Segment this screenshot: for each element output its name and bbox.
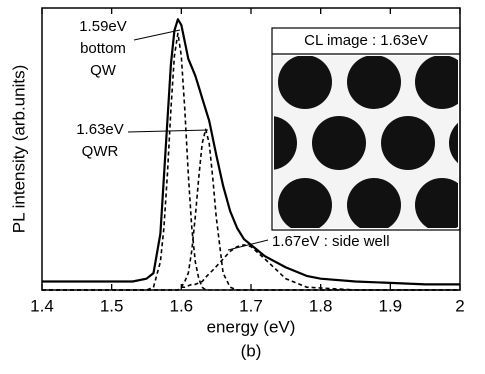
annotation-text: 1.63eV	[76, 121, 124, 138]
annotation-text: bottom	[80, 40, 126, 57]
annotation-text: 1.67eV : side well	[272, 233, 390, 250]
y-axis-label: PL intensity (arb.units)	[9, 65, 28, 234]
x-tick-label: 1.8	[309, 296, 333, 315]
x-tick-label: 1.9	[379, 296, 403, 315]
inset-image	[243, 55, 485, 232]
inset-title: CL image : 1.63eV	[304, 32, 428, 49]
annotation-text: 1.59eV	[79, 18, 127, 35]
x-axis-label: energy (eV)	[207, 317, 296, 336]
annotation-text: QW	[90, 62, 117, 79]
leader-line	[128, 130, 208, 132]
x-tick-label: 1.5	[100, 296, 124, 315]
chart: CL image : 1.63eV energy (eV) (b) PL int…	[0, 0, 485, 374]
x-tick-label: 1.7	[239, 296, 263, 315]
x-tick-label: 1.6	[170, 296, 194, 315]
inset: CL image : 1.63eV	[243, 28, 485, 232]
annotation-text: QWR	[82, 143, 119, 160]
x-tick-label: 2	[455, 296, 464, 315]
caption: (b)	[241, 341, 262, 360]
x-tick-label: 1.4	[30, 296, 54, 315]
